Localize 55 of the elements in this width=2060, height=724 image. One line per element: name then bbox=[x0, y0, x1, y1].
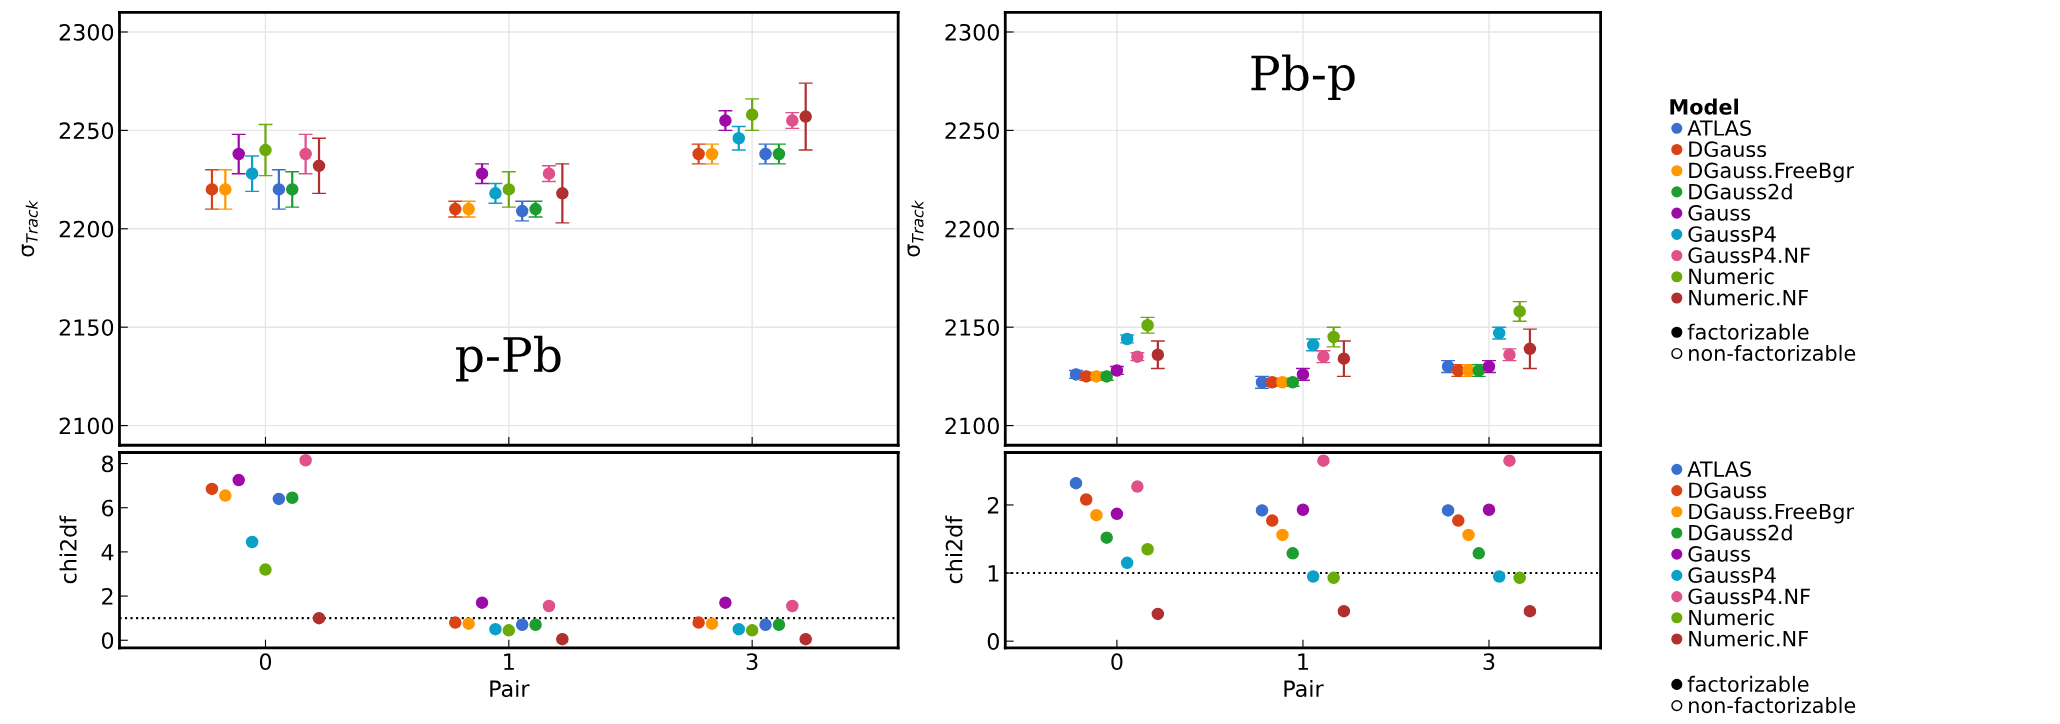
legend-label: DGauss.FreeBgr bbox=[1689, 503, 1855, 524]
x-tick-label: 3 bbox=[746, 653, 758, 671]
y-tick-label: 6 bbox=[102, 499, 114, 517]
x-tick-label: 1 bbox=[504, 653, 514, 670]
legend-label: GaussP4 bbox=[1688, 226, 1776, 242]
legend-label: DGauss bbox=[1689, 141, 1767, 158]
legend-label: ATLAS bbox=[1687, 120, 1751, 136]
y-tick-label: 2150 bbox=[945, 319, 999, 336]
y-tick-label: 2300 bbox=[59, 23, 114, 41]
legend-label: Numeric bbox=[1689, 268, 1774, 285]
legend-label: GaussP4.NF bbox=[1688, 588, 1810, 605]
y-tick-label: 0 bbox=[987, 633, 999, 650]
x-tick-label: 1 bbox=[1298, 653, 1308, 670]
y-tick-label: 2 bbox=[102, 588, 113, 605]
y-tick-label: 4 bbox=[101, 544, 114, 561]
x-axis-title: Pair bbox=[1284, 679, 1324, 698]
legend-label: GaussP4.NF bbox=[1688, 247, 1810, 264]
text: factorizable bbox=[1687, 675, 1809, 692]
annotation: p-Pb bbox=[456, 335, 561, 382]
legend-label: ATLAS bbox=[1687, 461, 1751, 477]
y-tick-label: 1 bbox=[988, 565, 999, 582]
y-tick-label: 2250 bbox=[59, 122, 114, 140]
y-tick-label: 2300 bbox=[945, 23, 999, 41]
legend-title: Model bbox=[1670, 98, 1738, 115]
y-axis-title: chi2df bbox=[945, 515, 963, 584]
y-tick-label: 2 bbox=[987, 496, 999, 514]
y-axis-title: σ$_{Track}$ bbox=[21, 199, 38, 257]
x-tick-label: 0 bbox=[1111, 653, 1123, 671]
legend-label: DGauss bbox=[1689, 482, 1767, 499]
legend-label: Numeric.NF bbox=[1689, 630, 1808, 647]
legend-label: GaussP4 bbox=[1688, 567, 1776, 583]
y-tick-label: 2100 bbox=[945, 417, 999, 435]
y-tick-label: 2200 bbox=[59, 220, 114, 238]
y-tick-label: 2250 bbox=[945, 122, 999, 140]
legend-label: Numeric bbox=[1689, 609, 1774, 626]
legend-label: DGauss.FreeBgr bbox=[1689, 162, 1855, 183]
y-tick-label: 2200 bbox=[945, 220, 999, 238]
legend-label: DGauss2d bbox=[1689, 183, 1792, 200]
x-axis-title: Pair bbox=[490, 679, 530, 698]
legend-label: Numeric.NF bbox=[1689, 289, 1808, 306]
y-tick-label: 8 bbox=[101, 455, 114, 473]
x-tick-label: 3 bbox=[1483, 653, 1495, 671]
text: non-factorizable bbox=[1689, 344, 1856, 362]
legend-label: Gauss bbox=[1688, 546, 1751, 562]
y-axis-title: chi2df bbox=[59, 515, 77, 584]
annotation: Pb-p bbox=[1251, 54, 1355, 101]
y-tick-label: 2150 bbox=[59, 319, 114, 336]
legend-label: DGauss2d bbox=[1689, 524, 1792, 541]
y-tick-label: 0 bbox=[101, 632, 114, 650]
y-axis-title: σ$_{Track}$ bbox=[907, 199, 924, 257]
text: non-factorizable bbox=[1689, 697, 1856, 714]
x-tick-label: 0 bbox=[259, 653, 272, 671]
text: factorizable bbox=[1687, 323, 1809, 340]
y-tick-label: 2100 bbox=[59, 417, 114, 435]
legend-label: Gauss bbox=[1688, 204, 1751, 221]
